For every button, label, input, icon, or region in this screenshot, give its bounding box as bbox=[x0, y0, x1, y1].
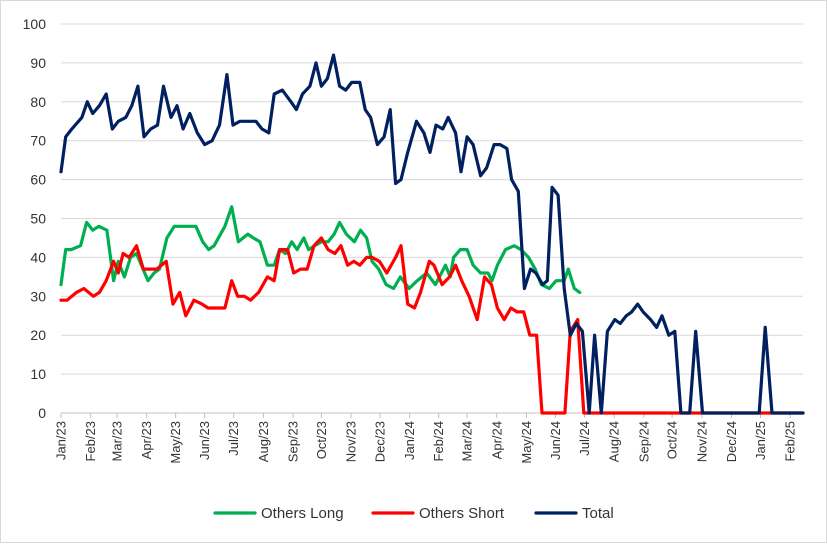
x-tick-label: Jan/25 bbox=[753, 421, 768, 460]
y-tick-label: 40 bbox=[30, 249, 46, 265]
y-tick-label: 50 bbox=[30, 211, 46, 227]
x-tick-label: May/23 bbox=[168, 421, 183, 464]
x-tick-label: Aug/24 bbox=[607, 421, 622, 462]
x-tick-label: Feb/25 bbox=[783, 421, 798, 461]
y-tick-label: 100 bbox=[23, 16, 47, 32]
x-tick-label: Jan/23 bbox=[54, 421, 69, 460]
x-tick-label: Mar/24 bbox=[460, 421, 475, 461]
x-tick-label: Mar/23 bbox=[109, 421, 124, 461]
x-tick-label: Dec/24 bbox=[724, 421, 739, 462]
x-tick-label: Jan/24 bbox=[402, 421, 417, 460]
x-tick-label: Jul/24 bbox=[577, 421, 592, 456]
y-tick-label: 10 bbox=[30, 366, 46, 382]
y-tick-label: 0 bbox=[38, 405, 46, 421]
legend-label: Total bbox=[582, 505, 614, 522]
x-tick-label: Sep/24 bbox=[636, 421, 651, 462]
x-tick-label: Jul/23 bbox=[226, 421, 241, 456]
x-tick-label: Sep/23 bbox=[286, 421, 301, 462]
x-tick-label: Feb/23 bbox=[83, 421, 98, 461]
y-tick-label: 70 bbox=[30, 133, 46, 149]
series-line-others-long bbox=[59, 205, 582, 294]
legend-label: Others Short bbox=[419, 505, 505, 522]
x-tick-label: Nov/23 bbox=[344, 421, 359, 462]
x-tick-label: Oct/24 bbox=[665, 421, 680, 459]
x-tick-label: Feb/24 bbox=[431, 421, 446, 461]
y-tick-label: 90 bbox=[30, 55, 46, 71]
x-tick-label: Nov/24 bbox=[694, 421, 709, 462]
legend-label: Others Long bbox=[261, 505, 344, 522]
series-line-others-short bbox=[59, 236, 805, 415]
x-tick-label: Apr/24 bbox=[489, 421, 504, 459]
x-tick-label: Apr/23 bbox=[139, 421, 154, 459]
x-tick-label: Jun/24 bbox=[548, 421, 563, 460]
series-line-total bbox=[59, 53, 805, 415]
x-tick-label: Jun/23 bbox=[197, 421, 212, 460]
x-tick-label: Oct/23 bbox=[314, 421, 329, 459]
y-tick-label: 60 bbox=[30, 172, 46, 188]
y-tick-label: 20 bbox=[30, 327, 46, 343]
y-tick-label: 80 bbox=[30, 94, 46, 110]
y-tick-label: 30 bbox=[30, 288, 46, 304]
x-tick-label: Dec/23 bbox=[373, 421, 388, 462]
x-tick-label: May/24 bbox=[519, 421, 534, 464]
x-tick-label: Aug/23 bbox=[256, 421, 271, 462]
